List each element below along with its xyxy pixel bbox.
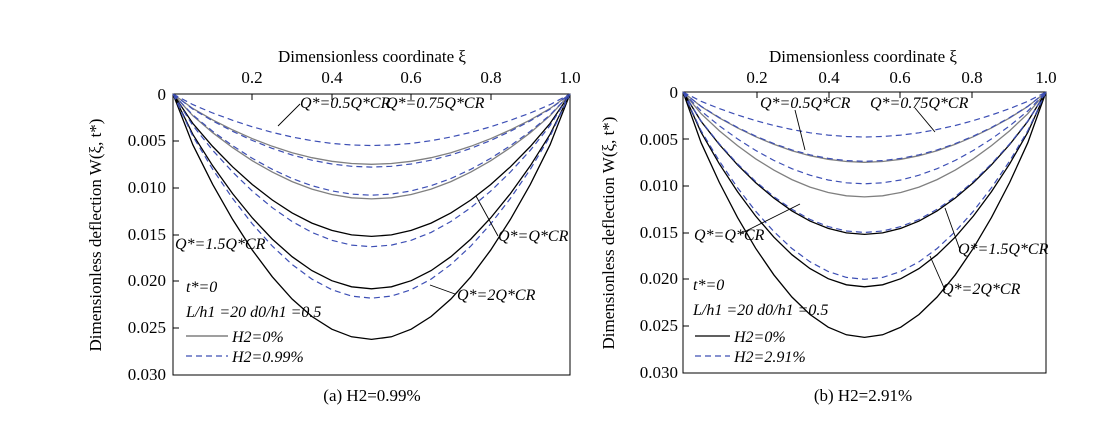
legend-label: H2=0.99%	[231, 349, 304, 366]
series-line	[172, 93, 571, 299]
leader-line	[794, 109, 806, 151]
y-axis-title: Dimensionless deflection W(ξ, t*)	[599, 117, 618, 350]
series-line	[682, 91, 1047, 236]
annotation-label: Q*=1.5Q*CR	[958, 241, 1049, 258]
series-line	[682, 91, 1047, 185]
y-tick-label: 0.015	[128, 225, 166, 244]
leader-line	[429, 284, 456, 295]
annotation-label: Q*=2Q*CR	[457, 287, 536, 304]
x-tick-label: 0.4	[321, 68, 343, 87]
annotation-labels: Q*=0.5Q*CR Q*=0.75Q*CR Q*=Q*CR Q*=1.5Q*C…	[694, 95, 1049, 298]
leader-line	[914, 107, 936, 133]
x-tick-label: 0.6	[400, 68, 421, 87]
y-tick-label: 0.020	[128, 271, 166, 290]
param-ratio: L/h1 =20 d0/h1 =0.5	[692, 302, 828, 319]
x-tick-labels: 0.2 0.4 0.6 0.8 1.0	[241, 68, 580, 87]
annotation-label: Q*=Q*CR	[498, 228, 569, 245]
series-curves	[682, 91, 1047, 339]
annotation-label: Q*=1.5Q*CR	[175, 236, 266, 253]
legend: H2=0% H2=0.99%	[186, 329, 304, 366]
y-tick-label: 0.010	[128, 178, 166, 197]
x-axis-title: Dimensionless coordinate ξ	[278, 47, 466, 66]
legend-label: H2=0%	[733, 329, 786, 346]
y-tick-labels: 0 0.005 0.010 0.015 0.020 0.025 0.030	[128, 85, 166, 384]
series-line	[172, 93, 571, 147]
x-axis-title: Dimensionless coordinate ξ	[769, 47, 957, 66]
series-line	[172, 93, 571, 165]
param-ratio: L/h1 =20 d0/h1 =0.5	[185, 304, 321, 321]
y-tick-label: 0.010	[640, 176, 678, 195]
series-line	[682, 91, 1047, 198]
x-tick-label: 0.2	[746, 68, 767, 87]
annotation-label: Q*=0.5Q*CR	[300, 95, 391, 112]
panel-caption: (a) H2=0.99%	[323, 386, 420, 405]
leader-line	[277, 103, 301, 127]
legend-label: H2=2.91%	[733, 349, 806, 366]
y-tick-label: 0.015	[640, 223, 678, 242]
series-line	[172, 93, 571, 290]
annotation-labels: Q*=0.5Q*CR Q*=0.75Q*CR Q*=Q*CR Q*=1.5Q*C…	[175, 95, 569, 304]
annotation-label: Q*=Q*CR	[694, 227, 765, 244]
params-text: t*=0 L/h1 =20 d0/h1 =0.5	[692, 277, 828, 319]
y-tick-labels: 0 0.005 0.010 0.015 0.020 0.025 0.030	[640, 83, 678, 382]
annotation-label: Q*=0.5Q*CR	[760, 95, 851, 112]
param-t: t*=0	[693, 277, 724, 294]
params-text: t*=0 L/h1 =20 d0/h1 =0.5	[185, 279, 321, 321]
series-line	[682, 91, 1047, 280]
y-axis-title: Dimensionless deflection W(ξ, t*)	[86, 119, 105, 352]
series-line	[682, 91, 1047, 162]
y-tick-label: 0.020	[640, 269, 678, 288]
annotation-leaders	[277, 103, 499, 295]
y-tick-label: 0	[158, 85, 167, 104]
leader-line	[739, 203, 801, 235]
annotation-leaders	[739, 107, 961, 291]
leader-line	[944, 207, 961, 251]
annotation-label: Q*=2Q*CR	[942, 281, 1021, 298]
series-line	[682, 91, 1047, 288]
annotation-label: Q*=0.75Q*CR	[870, 95, 969, 112]
panel-caption: (b) H2=2.91%	[814, 386, 912, 405]
x-tick-labels: 0.2 0.4 0.6 0.8 1.0	[746, 68, 1056, 87]
y-tick-label: 0.030	[128, 365, 166, 384]
series-line	[682, 91, 1047, 339]
legend-label: H2=0%	[231, 329, 284, 346]
series-line	[172, 93, 571, 200]
y-tick-label: 0	[670, 83, 679, 102]
annotation-label: Q*=0.75Q*CR	[386, 95, 485, 112]
x-tick-label: 0.2	[241, 68, 262, 87]
x-tick-label: 1.0	[1035, 68, 1056, 87]
leader-line	[475, 195, 499, 237]
series-line	[172, 93, 571, 248]
plot-frame	[172, 93, 571, 376]
y-tick-label: 0.025	[128, 318, 166, 337]
leader-line	[929, 255, 946, 291]
x-tick-label: 1.0	[559, 68, 580, 87]
series-line	[172, 93, 571, 238]
series-line	[172, 93, 571, 196]
y-tick-label: 0.005	[640, 130, 678, 149]
y-tick-label: 0.025	[640, 316, 678, 335]
x-tick-label: 0.8	[961, 68, 982, 87]
panel-b: Dimensionless coordinate ξ 0.2 0.4 0.6 0…	[599, 47, 1057, 405]
y-tick-label: 0.005	[128, 131, 166, 150]
series-line	[172, 93, 571, 341]
series-curves	[172, 93, 571, 341]
x-tick-label: 0.6	[889, 68, 910, 87]
x-tick-label: 0.8	[480, 68, 501, 87]
y-tick-label: 0.030	[640, 363, 678, 382]
panel-a: Dimensionless coordinate ξ 0.2 0.4 0.6 0…	[86, 47, 581, 405]
legend: H2=0% H2=2.91%	[695, 329, 806, 366]
series-line	[172, 93, 571, 168]
series-line	[682, 91, 1047, 138]
plot-frame	[682, 91, 1047, 374]
param-t: t*=0	[186, 279, 217, 296]
x-tick-label: 0.4	[818, 68, 840, 87]
